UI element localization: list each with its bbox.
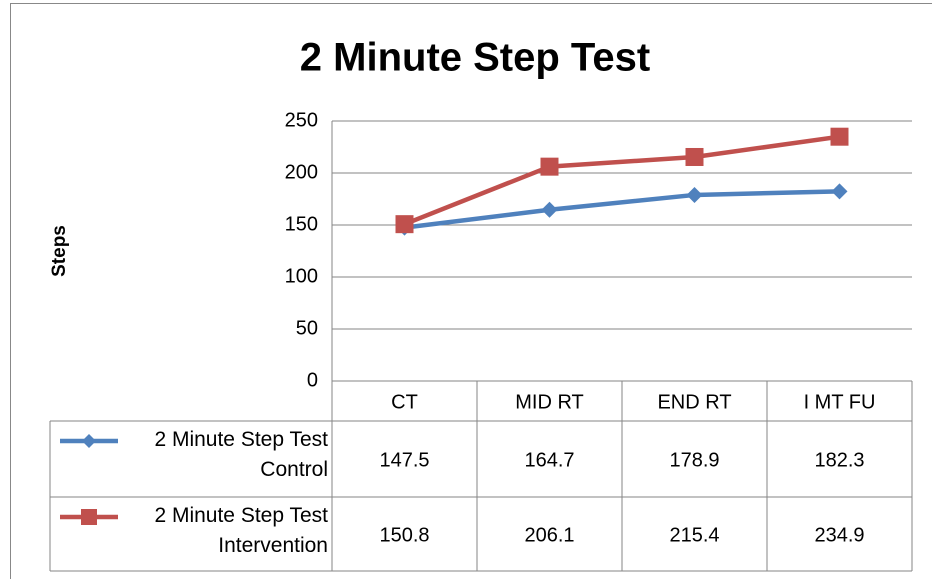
legend-box: 2 Minute Step Test Control [110, 425, 328, 495]
chart-title: 2 Minute Step Test [300, 36, 650, 80]
table-value: 206.1 [524, 524, 574, 546]
table-value: 215.4 [669, 524, 719, 546]
y-axis-label: Steps [49, 225, 70, 277]
marker [831, 128, 849, 146]
x-tick-label: CT [391, 391, 418, 413]
marker [541, 158, 559, 176]
table-value: 147.5 [379, 449, 429, 471]
table-value: 234.9 [814, 524, 864, 546]
y-tick-label: 100 [285, 265, 318, 287]
x-tick-label: I MT FU [804, 391, 876, 413]
marker [686, 148, 704, 166]
table-value: 178.9 [669, 449, 719, 471]
marker [396, 215, 414, 233]
y-tick-label: 0 [307, 369, 318, 391]
legend-label: 2 Minute Step Test Control [110, 425, 328, 485]
table-value: 150.8 [379, 524, 429, 546]
marker [81, 509, 97, 525]
x-tick-label: END RT [657, 391, 731, 413]
y-tick-label: 50 [296, 317, 318, 339]
legend-label: 2 Minute Step Test Intervention [110, 501, 328, 561]
y-tick-label: 250 [285, 109, 318, 131]
y-tick-label: 200 [285, 161, 318, 183]
table-value: 164.7 [524, 449, 574, 471]
y-tick-label: 150 [285, 213, 318, 235]
legend-box: 2 Minute Step Test Intervention [110, 501, 328, 569]
x-tick-label: MID RT [515, 391, 584, 413]
table-value: 182.3 [814, 449, 864, 471]
